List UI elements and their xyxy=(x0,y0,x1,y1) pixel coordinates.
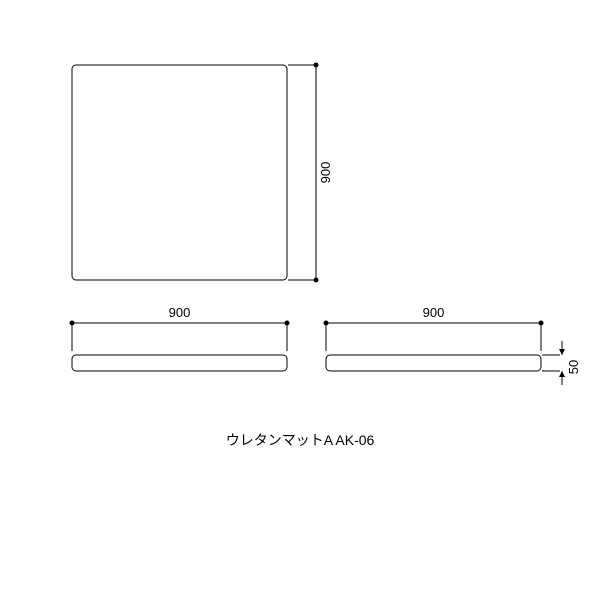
dim-dot xyxy=(539,321,544,326)
side-right-thickness-label: 50 xyxy=(566,360,581,374)
top-view-height-label: 900 xyxy=(318,162,333,184)
canvas-bg xyxy=(0,0,600,600)
dim-dot xyxy=(70,321,75,326)
dim-dot xyxy=(314,278,319,283)
dim-dot xyxy=(285,321,290,326)
dim-dot xyxy=(324,321,329,326)
dim-dot xyxy=(314,63,319,68)
side-left-width-label: 900 xyxy=(169,305,191,320)
technical-drawing: 900 900 900 50 ウレタンマットA AK-06 xyxy=(0,0,600,600)
side-right-width-label: 900 xyxy=(423,305,445,320)
drawing-title: ウレタンマットA AK-06 xyxy=(226,432,375,448)
